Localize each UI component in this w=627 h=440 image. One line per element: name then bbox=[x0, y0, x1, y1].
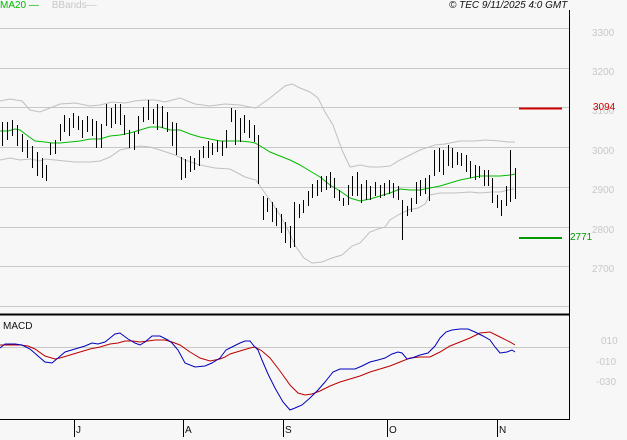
price-tick-2800: 2800 bbox=[592, 225, 615, 236]
macd-tick-neg30: -030 bbox=[596, 377, 617, 388]
legend-bbands: BBands— bbox=[51, 0, 97, 11]
month-label-s: S bbox=[285, 425, 292, 436]
macd-tick-neg10: -010 bbox=[596, 357, 617, 368]
price-grid bbox=[0, 28, 569, 307]
price-tick-2900: 2900 bbox=[592, 185, 615, 196]
legend-ma20-label: MA20 bbox=[0, 0, 27, 11]
bbands bbox=[0, 83, 515, 264]
legend-bbands-label: BBands bbox=[51, 0, 87, 11]
month-label-j: J bbox=[76, 425, 81, 436]
copyright-timestamp: © TEC 9/11/2025 4:0 GMT bbox=[449, 0, 568, 11]
price-tick-2700: 2700 bbox=[592, 264, 615, 275]
price-bars bbox=[2, 100, 516, 248]
month-label-o: O bbox=[389, 425, 397, 436]
macd-signal-line bbox=[0, 331, 516, 396]
price-tick-3100: 3100 bbox=[592, 106, 615, 117]
bband-lower bbox=[0, 145, 515, 264]
price-tick-3000: 3000 bbox=[592, 146, 615, 157]
resistance-label: 3094 bbox=[593, 102, 616, 113]
month-label-a: A bbox=[185, 425, 192, 436]
chart-legend: MA20 — BBands— bbox=[0, 0, 97, 12]
chart-frame bbox=[0, 10, 570, 420]
price-tick-3200: 3200 bbox=[592, 67, 615, 78]
macd-tick-10: 010 bbox=[601, 336, 618, 347]
support-label: 2771 bbox=[570, 232, 593, 243]
price-tick-3300: 3300 bbox=[592, 28, 615, 39]
month-label-n: N bbox=[499, 425, 507, 436]
legend-ma20: MA20 — bbox=[0, 0, 39, 11]
macd-title: MACD bbox=[3, 321, 33, 332]
bband-upper bbox=[0, 83, 515, 168]
macd-line bbox=[0, 328, 516, 411]
ma20-line bbox=[0, 126, 516, 202]
x-axis-ticks bbox=[74, 420, 498, 437]
